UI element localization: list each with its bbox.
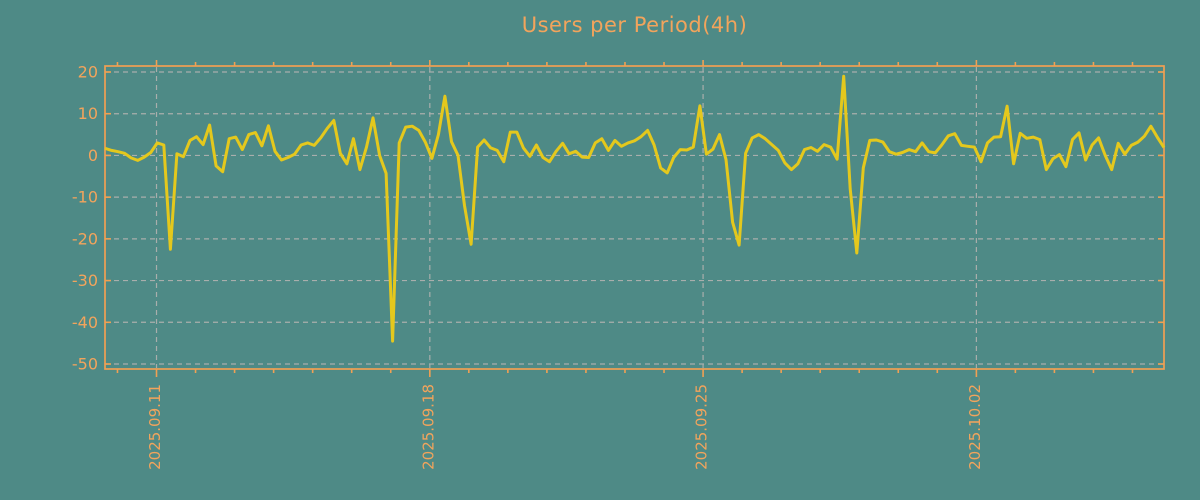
plot-frame <box>104 65 1165 370</box>
y-axis-label: -30 <box>72 271 98 290</box>
gridlines <box>105 67 1164 368</box>
axis-frame-and-ticks <box>104 60 1165 377</box>
y-axis-label: 20 <box>78 63 98 82</box>
chart-title: Users per Period(4h) <box>521 13 748 37</box>
y-axis-label: -40 <box>72 313 98 332</box>
x-axis-date-label: 2025.09.25 <box>693 384 711 470</box>
y-axis-label: 0 <box>88 146 98 165</box>
y-axis-label: 10 <box>78 104 98 123</box>
x-axis-date-label: 2025.09.18 <box>419 384 437 470</box>
y-axis-label: -20 <box>72 229 98 248</box>
users-series-line <box>104 74 1166 343</box>
x-axis-date-label: 2025.09.11 <box>146 384 164 470</box>
y-axis-label: -50 <box>72 355 98 374</box>
x-axis-date-label: 2025.10.02 <box>966 384 984 470</box>
y-axis-label: -10 <box>72 188 98 207</box>
axis-tick-labels: 20 10 0 -10 -20 -30 -40 -50 2025.09.11 2025.09.18… <box>72 63 984 470</box>
